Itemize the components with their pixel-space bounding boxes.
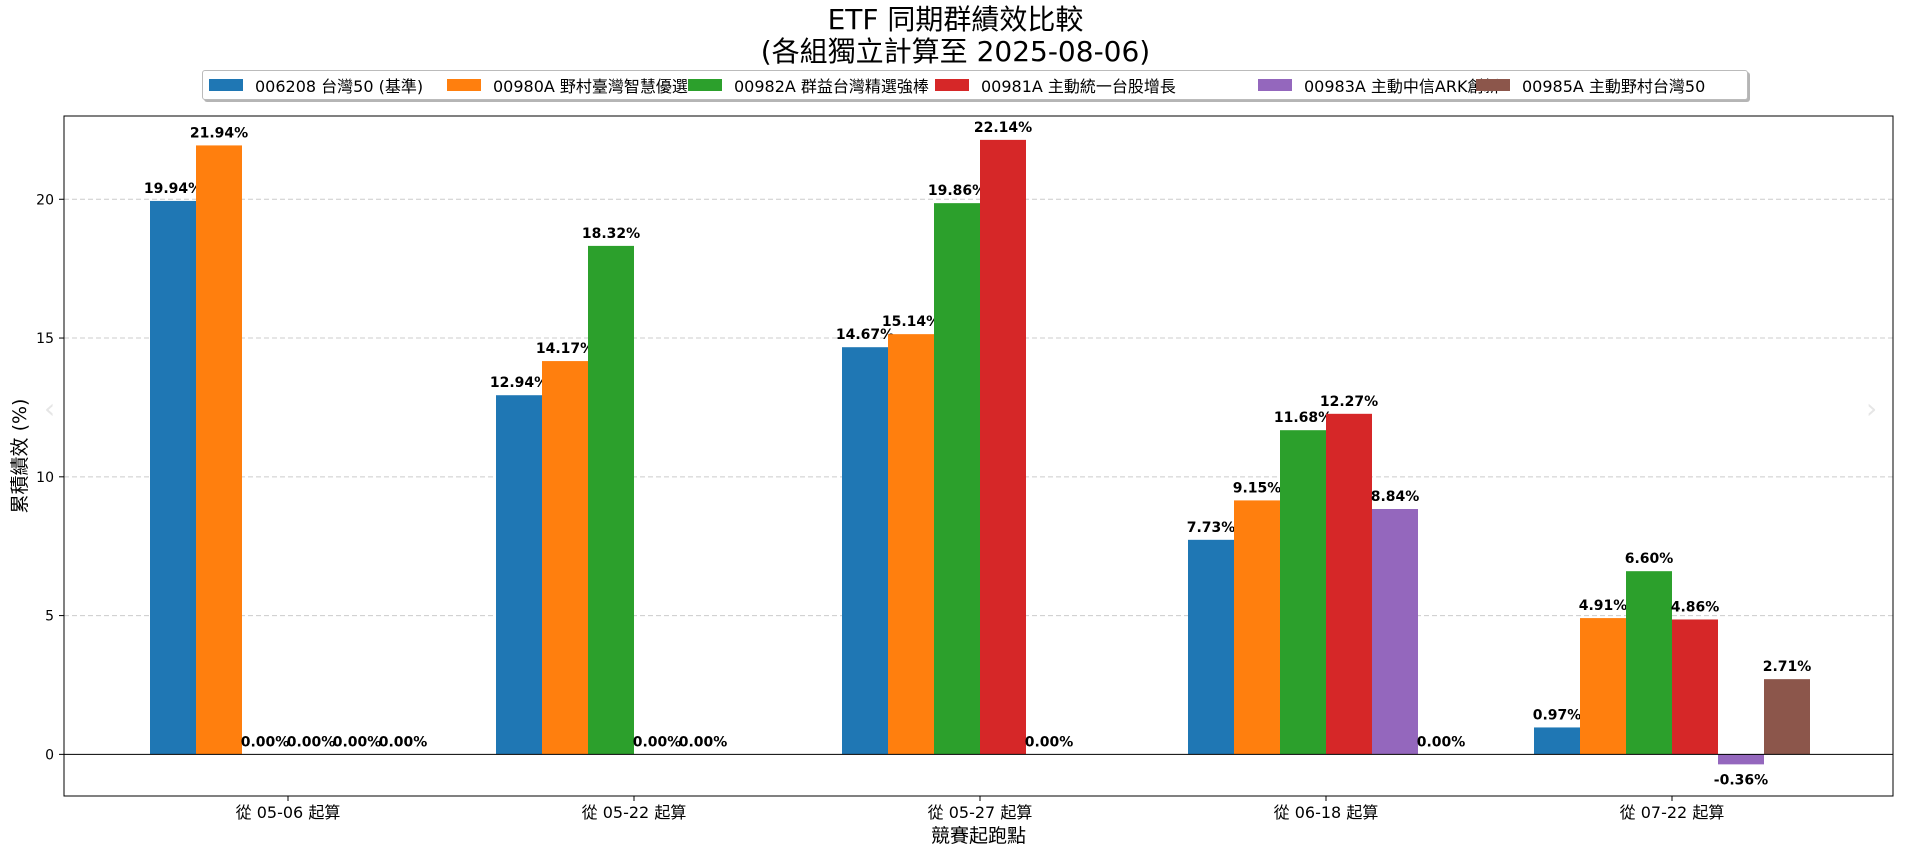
bar <box>1718 754 1764 765</box>
legend-swatch <box>447 79 481 91</box>
data-label: 0.00% <box>379 734 428 750</box>
bar <box>1372 509 1418 755</box>
legend-entry: 00981A 主動統一台股增長 <box>935 71 1176 99</box>
data-label: 0.00% <box>1025 734 1074 750</box>
legend-label: 006208 台灣50 (基準) <box>255 77 424 96</box>
legend-swatch <box>1258 79 1292 91</box>
chart-title: ETF 同期群績效比較 <box>827 3 1084 36</box>
data-label: 15.14% <box>882 314 940 330</box>
bar <box>196 145 242 755</box>
previous-arrow-icon[interactable]: ‹ <box>44 392 56 425</box>
legend-label: 00985A 主動野村台灣50 <box>1522 77 1706 96</box>
bar <box>1280 430 1326 755</box>
bar <box>934 203 980 755</box>
data-label: 0.00% <box>333 734 382 750</box>
legend-label: 00980A 野村臺灣智慧優選 <box>493 77 688 96</box>
x-tick-label: 從 06-18 起算 <box>1274 803 1379 822</box>
x-tick-label: 從 05-06 起算 <box>236 803 341 822</box>
bar <box>980 139 1026 755</box>
data-label: 4.86% <box>1671 599 1720 615</box>
chart-legend: 006208 台灣50 (基準) 00980A 野村臺灣智慧優選 00982A 群益… <box>202 70 1748 100</box>
legend-swatch <box>1476 79 1510 91</box>
bar <box>542 361 588 755</box>
data-label: 7.73% <box>1187 520 1236 536</box>
data-label: 0.00% <box>287 734 336 750</box>
legend-entry: 006208 台灣50 (基準) <box>209 71 423 99</box>
data-label: 11.68% <box>1274 410 1332 426</box>
y-tick-label: 5 <box>45 609 54 625</box>
legend-entry: 00980A 野村臺灣智慧優選 <box>447 71 688 99</box>
legend-swatch <box>209 79 243 91</box>
data-label: 21.94% <box>190 125 248 141</box>
y-tick-label: 15 <box>36 331 54 347</box>
legend-label: 00981A 主動統一台股增長 <box>981 77 1176 96</box>
y-tick-label: 0 <box>45 747 54 763</box>
bar <box>588 245 634 755</box>
bar <box>1672 619 1718 755</box>
bar <box>888 334 934 755</box>
x-tick-label: 從 05-22 起算 <box>582 803 687 822</box>
data-label: 6.60% <box>1625 551 1674 567</box>
bar <box>1188 539 1234 755</box>
legend-label: 00983A 主動中信ARK創新 <box>1304 77 1500 96</box>
y-tick-label: 20 <box>36 192 54 208</box>
next-arrow-icon[interactable]: › <box>1866 392 1878 425</box>
bar <box>1326 413 1372 755</box>
data-label: 0.97% <box>1533 707 1582 723</box>
x-axis-title: 競賽起跑點 <box>931 825 1026 847</box>
legend-entry: 00983A 主動中信ARK創新 <box>1258 71 1500 99</box>
data-label: 9.15% <box>1233 480 1282 496</box>
data-label: 0.00% <box>633 734 682 750</box>
legend-swatch <box>688 79 722 91</box>
bar <box>842 347 888 755</box>
data-label: 14.17% <box>536 341 594 357</box>
bar <box>496 395 542 755</box>
legend-entry: 00982A 群益台灣精選強棒 <box>688 71 929 99</box>
plot-frame <box>63 115 1894 797</box>
data-label: 0.00% <box>241 734 290 750</box>
bar <box>1764 679 1810 755</box>
data-label: 12.27% <box>1320 394 1378 410</box>
data-label: 4.91% <box>1579 598 1628 614</box>
bar <box>1234 500 1280 755</box>
data-label: 14.67% <box>836 327 894 343</box>
legend-label: 00982A 群益台灣精選強棒 <box>734 77 929 96</box>
data-label: 2.71% <box>1763 659 1812 675</box>
x-tick-label: 從 07-22 起算 <box>1620 803 1725 822</box>
data-label: 22.14% <box>974 120 1032 136</box>
x-tick-label: 從 05-27 起算 <box>928 803 1033 822</box>
data-label: -0.36% <box>1714 772 1768 788</box>
data-label: 19.86% <box>928 183 986 199</box>
bar <box>1580 618 1626 755</box>
chart-subtitle: (各組獨立計算至 2025-08-06) <box>760 35 1151 68</box>
bar <box>1626 571 1672 755</box>
legend-entry: 00985A 主動野村台灣50 <box>1476 71 1705 99</box>
data-label: 0.00% <box>1417 734 1466 750</box>
data-label: 0.00% <box>679 734 728 750</box>
data-label: 19.94% <box>144 181 202 197</box>
data-label: 12.94% <box>490 375 548 391</box>
y-tick-label: 10 <box>36 470 54 486</box>
bar <box>1534 727 1580 755</box>
data-label: 8.84% <box>1371 489 1420 505</box>
bar <box>150 200 196 755</box>
y-axis-title: 累積績效 (%) <box>9 399 31 514</box>
legend-swatch <box>935 79 969 91</box>
data-label: 18.32% <box>582 226 640 242</box>
